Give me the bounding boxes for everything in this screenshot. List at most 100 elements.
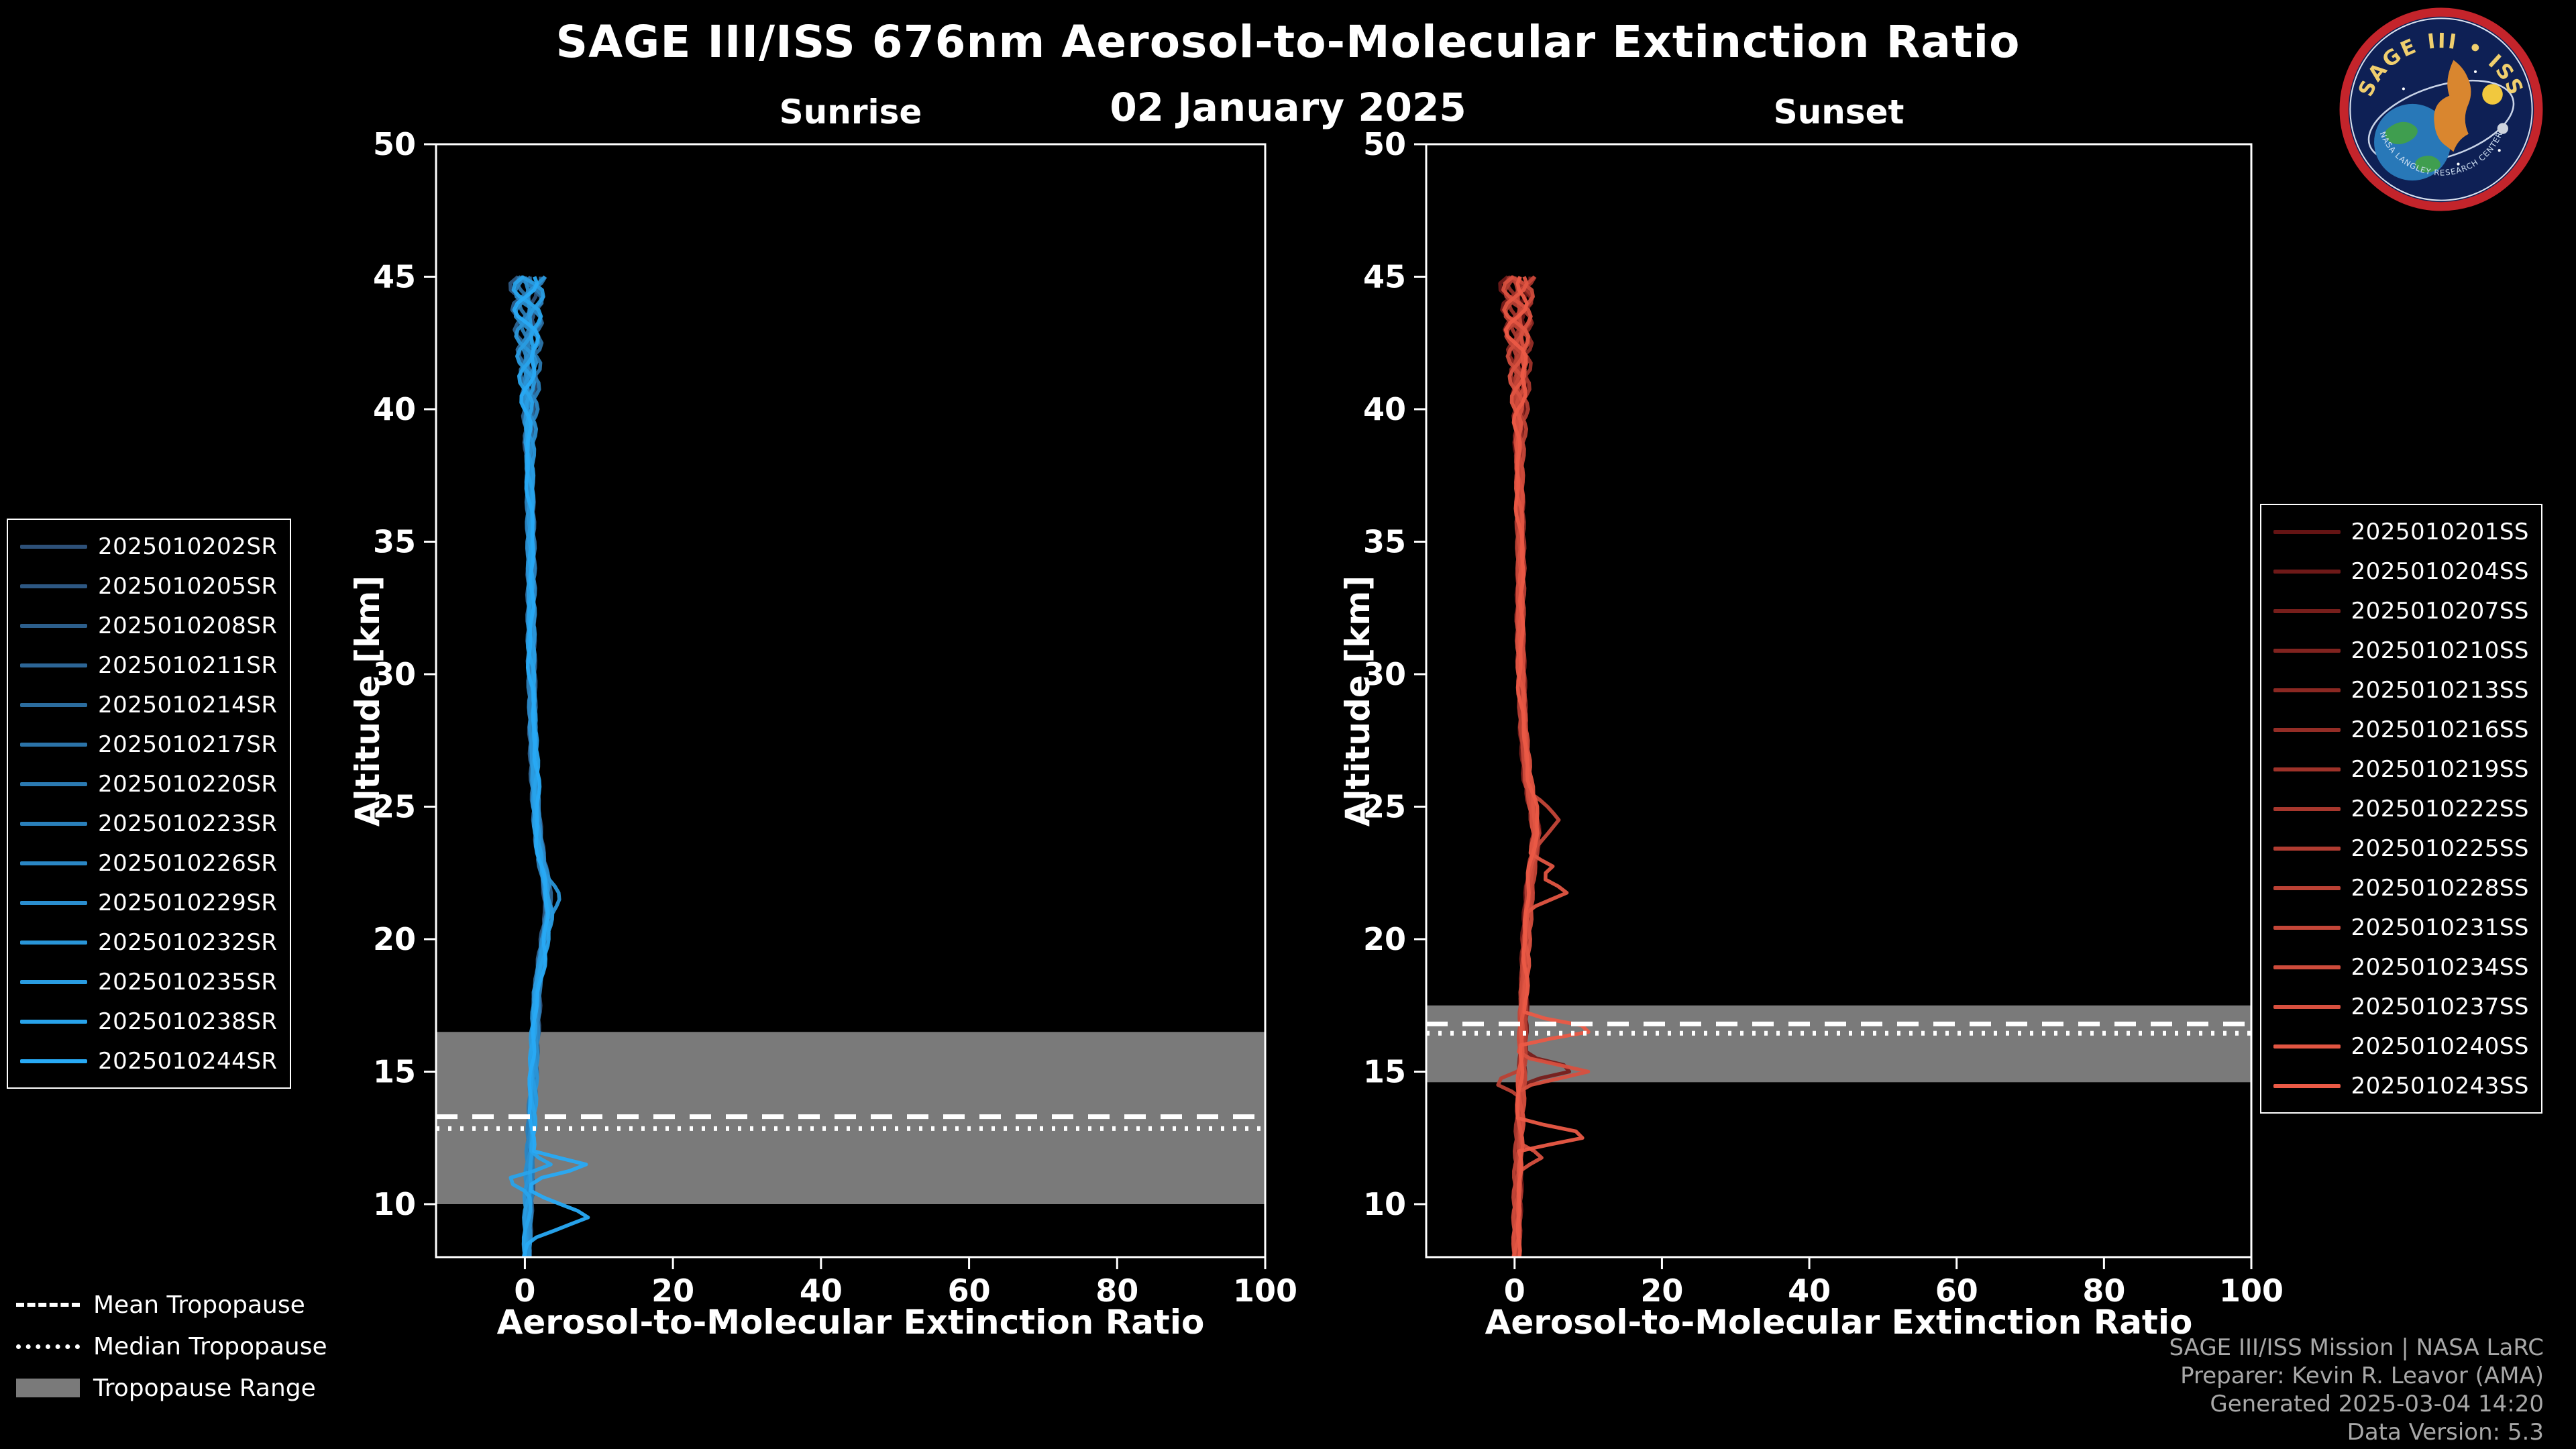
legend-item: 2025010243SS xyxy=(2273,1066,2529,1106)
tropopause-legend: Mean Tropopause Median Tropopause Tropop… xyxy=(16,1284,327,1409)
legend-event-label: 2025010243SS xyxy=(2351,1072,2529,1099)
svg-text:20: 20 xyxy=(373,921,416,957)
svg-text:15: 15 xyxy=(373,1054,416,1090)
legend-line-swatch xyxy=(2273,1083,2341,1088)
legend-line-swatch xyxy=(20,979,87,984)
sunset-y-axis-label: Altitude [km] xyxy=(1338,575,1377,827)
legend-item: 2025010202SR xyxy=(20,527,278,566)
svg-text:40: 40 xyxy=(373,391,416,427)
legend-row-median-tropopause: Median Tropopause xyxy=(16,1326,327,1367)
legend-line-swatch xyxy=(20,702,87,707)
svg-text:100: 100 xyxy=(2219,1273,2284,1309)
legend-line-swatch xyxy=(2273,1004,2341,1009)
legend-event-label: 2025010238SR xyxy=(98,1008,278,1035)
legend-line-swatch xyxy=(2273,608,2341,613)
legend-item: 2025010211SR xyxy=(20,645,278,685)
legend-line-swatch xyxy=(2273,1044,2341,1049)
legend-event-label: 2025010217SR xyxy=(98,731,278,758)
legend-label: Median Tropopause xyxy=(93,1332,327,1360)
legend-line-swatch xyxy=(20,861,87,865)
svg-text:30: 30 xyxy=(1363,656,1406,692)
moon-icon xyxy=(2497,123,2508,134)
legend-event-label: 2025010240SS xyxy=(2351,1032,2529,1060)
legend-item: 2025010201SS xyxy=(2273,512,2529,551)
svg-text:10: 10 xyxy=(1363,1186,1406,1222)
legend-event-label: 2025010216SS xyxy=(2351,716,2529,743)
legend-item: 2025010210SS xyxy=(2273,631,2529,670)
legend-line-swatch xyxy=(2273,846,2341,851)
svg-text:0: 0 xyxy=(1504,1273,1525,1309)
legend-line-swatch xyxy=(20,821,87,826)
legend-row-mean-tropopause: Mean Tropopause xyxy=(16,1284,327,1326)
credit-generated: Generated 2025-03-04 14:20 xyxy=(2210,1391,2544,1417)
legend-event-label: 2025010208SR xyxy=(98,612,278,639)
legend-row-tropopause-range: Tropopause Range xyxy=(16,1367,327,1409)
legend-line-swatch xyxy=(20,742,87,747)
legend-event-label: 2025010223SR xyxy=(98,810,278,837)
legend-item: 2025010219SS xyxy=(2273,749,2529,789)
sunset-x-axis-label: Aerosol-to-Molecular Extinction Ratio xyxy=(1485,1303,2193,1342)
legend-event-label: 2025010244SR xyxy=(98,1047,278,1075)
legend-line-swatch xyxy=(2273,965,2341,969)
legend-event-label: 2025010202SR xyxy=(98,533,278,560)
credits: SAGE III/ISS Mission | NASA LaRC Prepare… xyxy=(2169,1334,2544,1446)
sunrise-legend: 2025010202SR 2025010205SR 2025010208SR 2025… xyxy=(7,519,291,1089)
legend-label: Tropopause Range xyxy=(93,1374,316,1402)
legend-item: 2025010240SS xyxy=(2273,1026,2529,1066)
svg-text:50: 50 xyxy=(1363,126,1406,162)
legend-event-label: 2025010228SS xyxy=(2351,874,2529,902)
sunset-legend: 2025010201SS 2025010204SS 2025010207SS 2025… xyxy=(2259,504,2542,1114)
svg-text:35: 35 xyxy=(1363,524,1406,560)
panel-title-sunrise: Sunrise xyxy=(779,93,922,131)
legend-item: 2025010238SR xyxy=(20,1002,278,1041)
svg-text:20: 20 xyxy=(1363,921,1406,957)
legend-line-swatch xyxy=(2273,529,2341,534)
band-sample xyxy=(16,1379,80,1397)
legend-line-swatch xyxy=(20,584,87,588)
legend-item: 2025010223SR xyxy=(20,804,278,843)
legend-item: 2025010222SS xyxy=(2273,789,2529,828)
legend-item: 2025010237SS xyxy=(2273,987,2529,1026)
sunrise-y-axis-label: Altitude [km] xyxy=(348,575,387,827)
legend-event-label: 2025010231SS xyxy=(2351,914,2529,941)
credit-data-version: Data Version: 5.3 xyxy=(2347,1419,2544,1446)
sage-iii-iss-logo: SAGE III • ISS NASA LANGLEY RESEARCH CEN… xyxy=(2339,7,2543,211)
legend-item: 2025010204SS xyxy=(2273,551,2529,591)
legend-event-label: 2025010220SR xyxy=(98,770,278,798)
legend-item: 2025010244SR xyxy=(20,1041,278,1081)
legend-line-swatch xyxy=(2273,767,2341,771)
orbit-path-icon xyxy=(2367,79,2515,164)
legend-item: 2025010217SR xyxy=(20,724,278,764)
svg-text:20: 20 xyxy=(651,1273,694,1309)
svg-text:60: 60 xyxy=(1935,1273,1978,1309)
legend-line-swatch xyxy=(20,1019,87,1024)
legend-event-label: 2025010207SS xyxy=(2351,597,2529,625)
dashed-line-sample xyxy=(16,1303,80,1307)
logo-inner-ring xyxy=(2349,17,2533,201)
svg-text:15: 15 xyxy=(1363,1054,1406,1090)
legend-item: 2025010208SR xyxy=(20,606,278,645)
svg-text:40: 40 xyxy=(1363,391,1406,427)
legend-event-label: 2025010214SR xyxy=(98,691,278,718)
legend-line-swatch xyxy=(2273,806,2341,811)
legend-line-swatch xyxy=(20,544,87,549)
legend-event-label: 2025010234SS xyxy=(2351,953,2529,981)
svg-text:10: 10 xyxy=(373,1186,416,1222)
legend-event-label: 2025010232SR xyxy=(98,928,278,956)
svg-text:80: 80 xyxy=(2082,1273,2125,1309)
legend-event-label: 2025010219SS xyxy=(2351,755,2529,783)
svg-text:25: 25 xyxy=(373,789,416,825)
legend-event-label: 2025010225SS xyxy=(2351,835,2529,862)
legend-event-label: 2025010210SS xyxy=(2351,637,2529,664)
svg-text:45: 45 xyxy=(1363,259,1406,295)
legend-event-label: 2025010226SR xyxy=(98,849,278,877)
legend-label: Mean Tropopause xyxy=(93,1291,305,1319)
legend-line-swatch xyxy=(2273,688,2341,692)
legend-line-swatch xyxy=(20,623,87,628)
legend-line-swatch xyxy=(20,1059,87,1063)
legend-item: 2025010231SS xyxy=(2273,908,2529,947)
legend-line-swatch xyxy=(2273,569,2341,574)
legend-line-swatch xyxy=(2273,885,2341,890)
legend-item: 2025010232SR xyxy=(20,922,278,962)
legend-event-label: 2025010205SR xyxy=(98,572,278,600)
